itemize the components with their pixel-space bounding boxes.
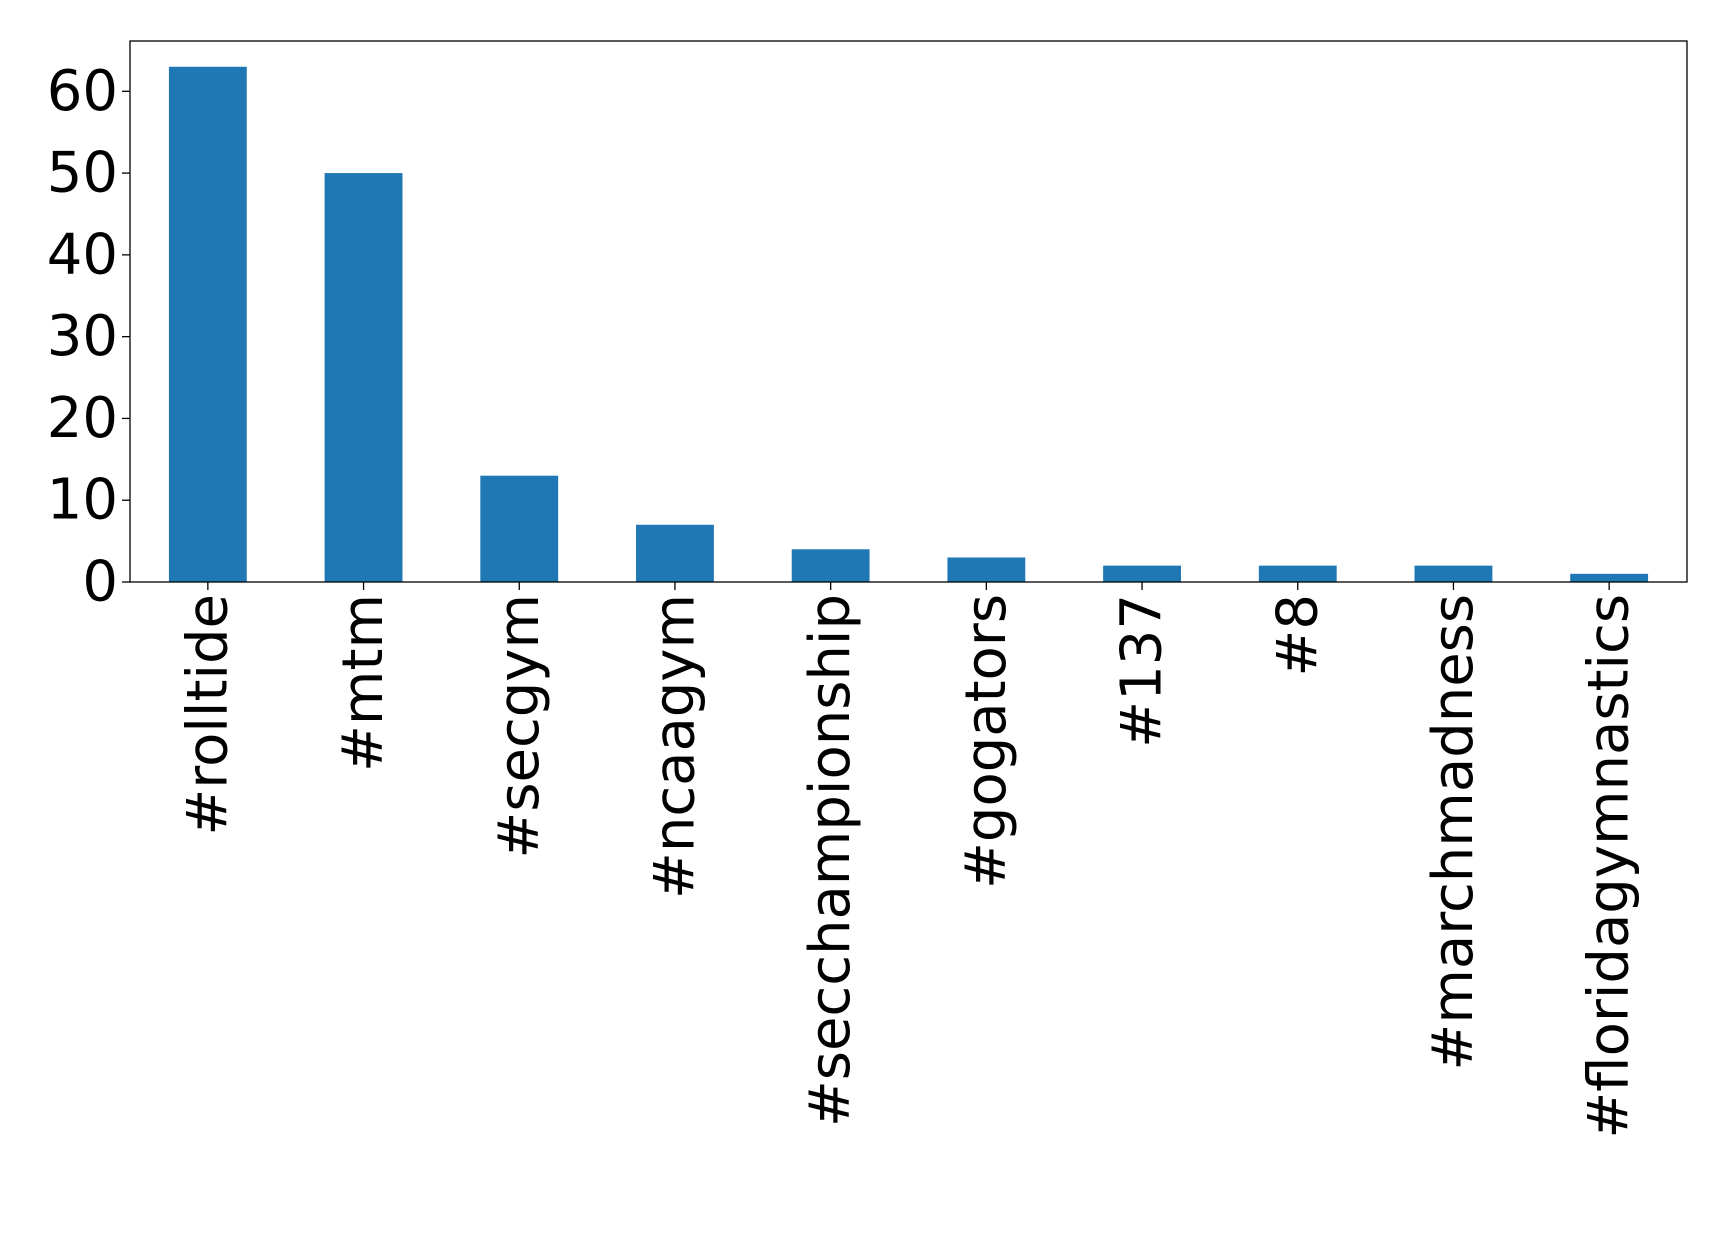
y-tick-label: 10 — [47, 468, 118, 533]
bar-8 — [1258, 565, 1337, 582]
x-tick-label: #gogators — [954, 594, 1019, 889]
y-tick-label: 30 — [47, 304, 118, 369]
x-tick-label: #secchampionship — [798, 594, 863, 1127]
x-tick-label: #mtm — [331, 594, 396, 772]
bar-mtm — [324, 173, 403, 582]
y-tick-label: 20 — [47, 386, 118, 451]
bar-floridagymnastics — [1570, 573, 1649, 582]
bars-group — [168, 66, 1649, 582]
y-axis-ticks: 0 10 20 30 40 50 60 — [47, 59, 130, 615]
bar-rolltide — [168, 66, 247, 582]
x-tick-label: #floridagymnastics — [1577, 594, 1642, 1139]
x-axis-ticks: #rolltide #mtm #secgym #ncaagym #secchampion… — [175, 582, 1642, 1139]
bar-secgym — [480, 475, 559, 582]
x-tick-label: #137 — [1110, 594, 1175, 748]
x-tick-label: #secgym — [487, 594, 552, 859]
x-tick-label: #marchmadness — [1421, 594, 1486, 1071]
bar-ncaagym — [636, 524, 714, 582]
x-tick-label: #8 — [1265, 594, 1330, 677]
plot-frame — [129, 40, 1688, 583]
y-tick-label: 50 — [47, 141, 118, 206]
y-tick-label: 60 — [47, 59, 118, 124]
y-tick-label: 40 — [47, 222, 118, 287]
bar-secchampionship — [791, 549, 870, 582]
bar-gogators — [947, 557, 1026, 582]
x-tick-label: #rolltide — [175, 594, 240, 836]
bar-marchmadness — [1414, 565, 1493, 582]
x-tick-label: #ncaagym — [642, 594, 707, 899]
bar-137 — [1103, 565, 1181, 582]
y-tick-label: 0 — [82, 550, 118, 615]
